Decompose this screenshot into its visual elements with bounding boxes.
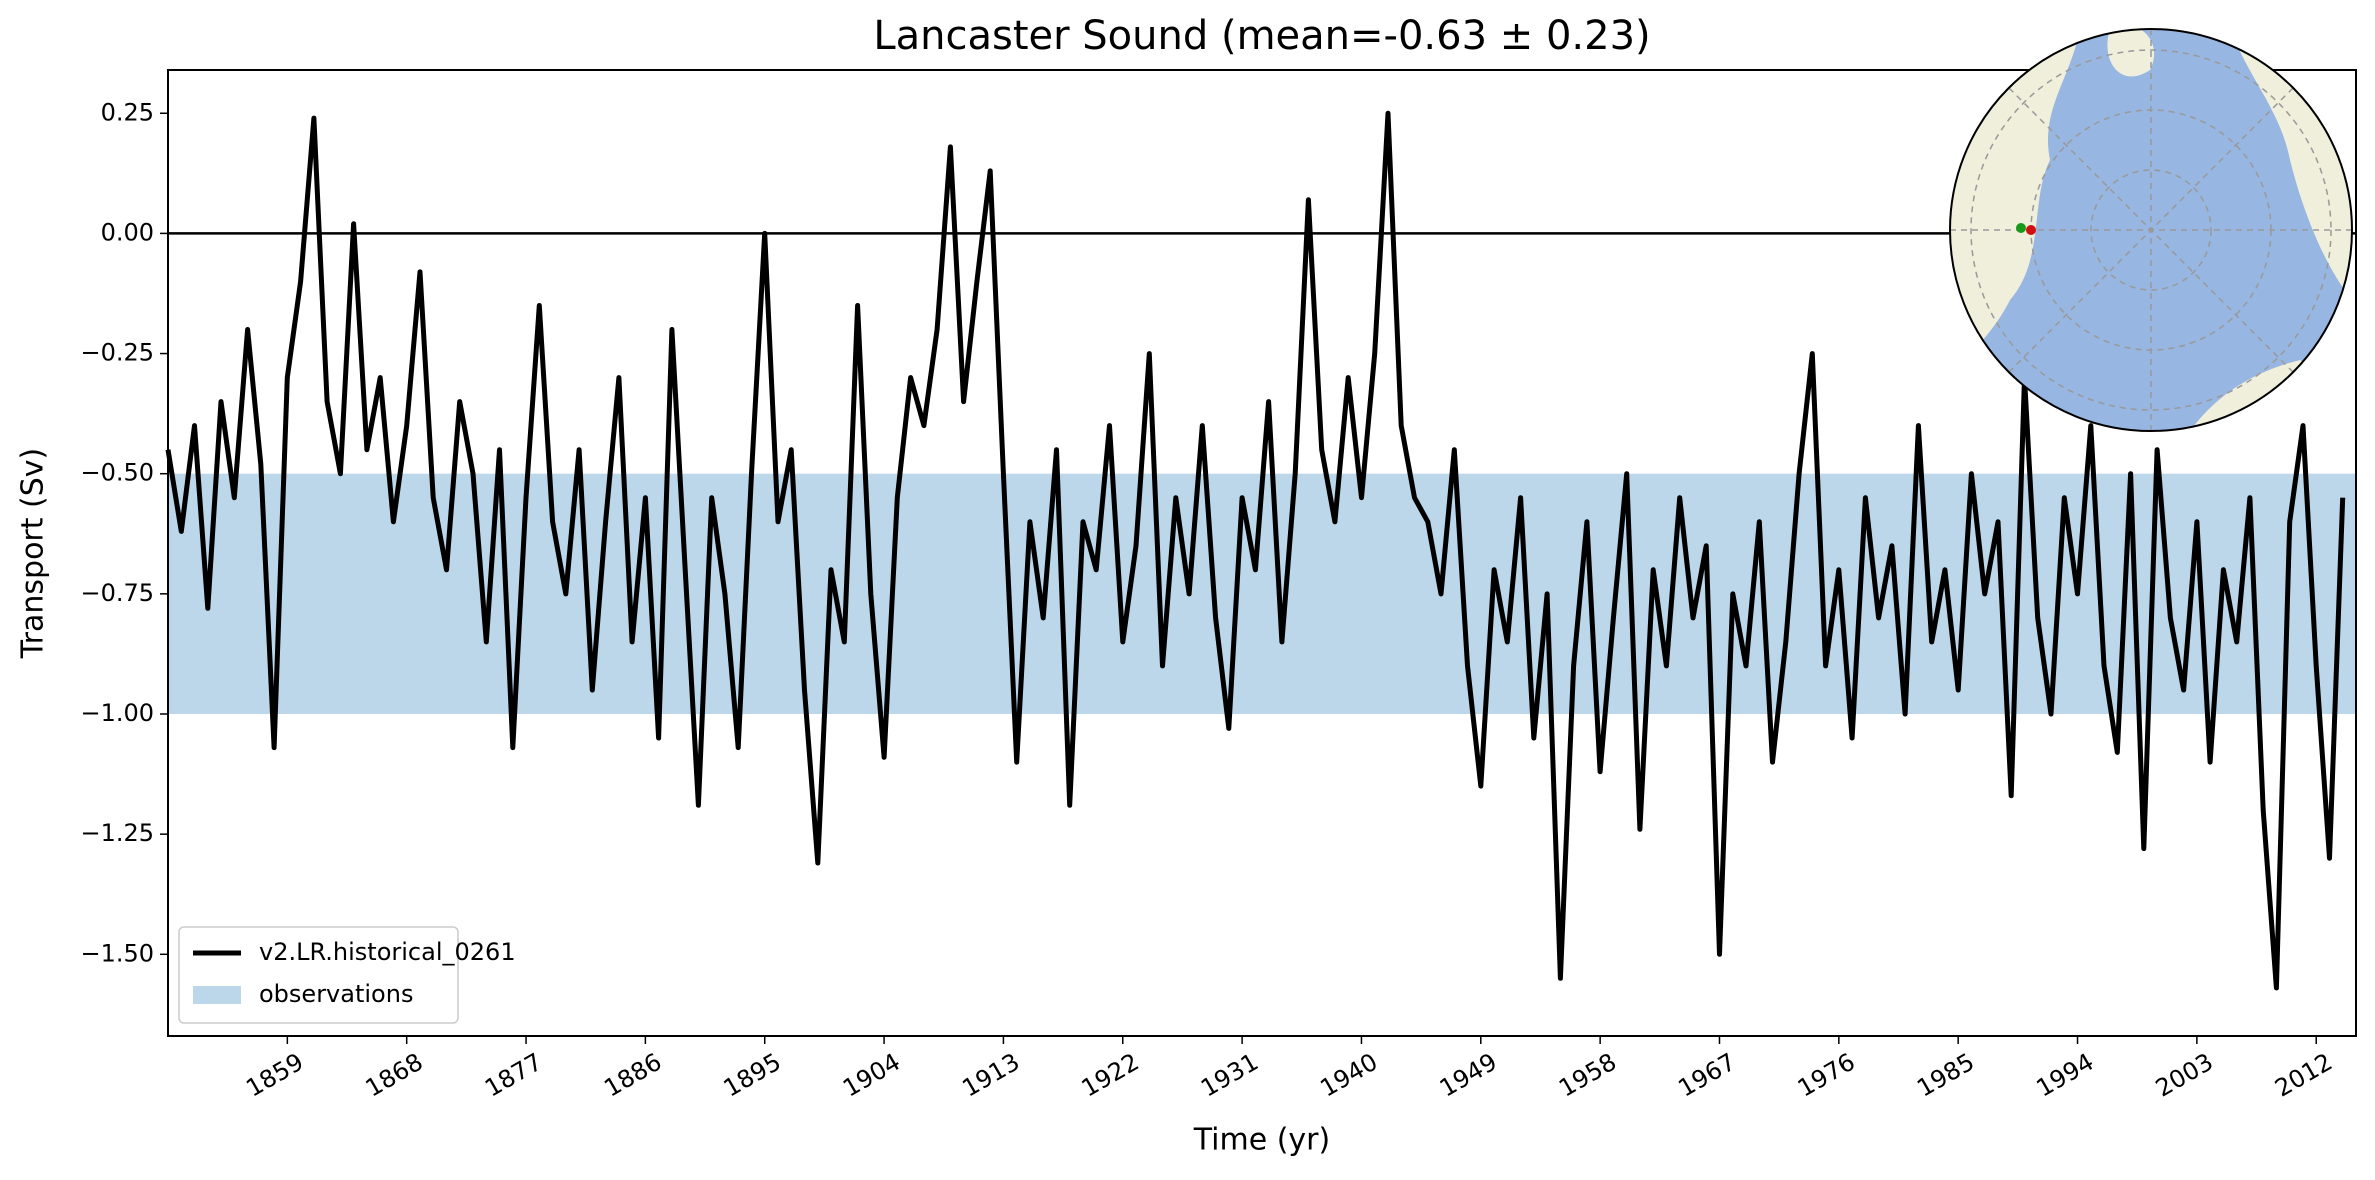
x-tick-label: 2012 <box>2270 1048 2337 1103</box>
section-end <box>2026 225 2036 235</box>
plot-area: 0.25 0.00 −0.25 −0.50 −0.75 −1.00 −1.25 −1.50 18… <box>80 69 2357 1103</box>
x-tick-label: 1994 <box>2032 1048 2099 1103</box>
legend-label: observations <box>259 980 413 1008</box>
data-line <box>165 110 2346 991</box>
legend-swatch <box>193 986 241 1004</box>
x-tick-label: 1958 <box>1554 1048 1621 1103</box>
chart-title: Lancaster Sound (mean=-0.63 ± 0.23) <box>873 13 1650 59</box>
y-tick-label: 0.25 <box>101 98 154 126</box>
x-tick-label: 1895 <box>719 1048 786 1103</box>
x-tick-label: 1868 <box>361 1048 428 1103</box>
x-tick-label: 1859 <box>241 1048 308 1103</box>
map-border <box>1949 28 2353 432</box>
land <box>2107 29 2155 77</box>
legend: v2.LR.historical_0261 observations <box>178 926 516 1024</box>
x-tick-label: 1949 <box>1435 1048 1502 1103</box>
legend-label: v2.LR.historical_0261 <box>259 938 516 966</box>
legend-box <box>178 926 459 1024</box>
section-start <box>2016 223 2026 233</box>
x-tick-label: 1940 <box>1316 1048 1383 1103</box>
x-tick-label: 1913 <box>957 1048 1024 1103</box>
x-tick-label: 1931 <box>1196 1048 1263 1103</box>
x-tick-label: 1967 <box>1674 1048 1741 1103</box>
y-tick-label: 0.00 <box>101 218 154 246</box>
y-axis-label: Transport (Sv) <box>16 448 51 660</box>
axes-frame <box>167 69 2357 1037</box>
x-tick-label: 1985 <box>1912 1048 1979 1103</box>
x-tick-label: 2003 <box>2151 1048 2218 1103</box>
inset-map <box>1949 28 2353 432</box>
y-tick-label: −1.00 <box>80 699 154 727</box>
x-tick-label: 1904 <box>838 1048 905 1103</box>
x-tick-label: 1877 <box>480 1048 547 1103</box>
y-tick-label: −0.75 <box>80 579 154 607</box>
y-tick-label: −1.25 <box>80 819 154 847</box>
y-tick-label: −0.25 <box>80 339 154 367</box>
y-tick-label: −1.50 <box>80 939 154 967</box>
x-tick-label: 1886 <box>599 1048 666 1103</box>
x-tick-label: 1976 <box>1793 1048 1860 1103</box>
y-tick-label: −0.50 <box>80 459 154 487</box>
x-axis-label: Time (yr) <box>1193 1123 1330 1158</box>
x-tick-label: 1922 <box>1077 1048 1144 1103</box>
